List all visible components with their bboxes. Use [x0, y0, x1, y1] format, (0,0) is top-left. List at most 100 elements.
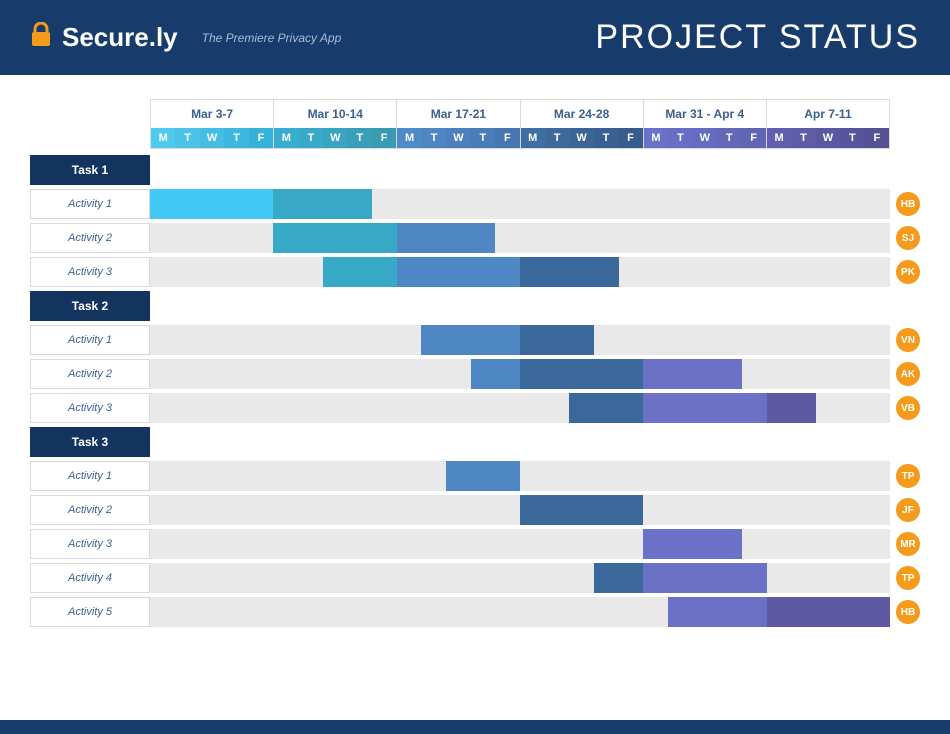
- owner-slot: HB: [896, 189, 920, 219]
- page-title: PROJECT STATUS: [595, 18, 920, 57]
- gantt-bar-segment: [273, 223, 396, 253]
- gantt-bar-segment: [397, 223, 496, 253]
- activity-row: Activity 3 MR: [30, 529, 920, 559]
- brand: Secure.ly The Premiere Privacy App: [30, 22, 341, 53]
- day-row: MTWTF: [767, 128, 889, 148]
- day-cell: F: [618, 128, 642, 148]
- owner-slot: HB: [896, 597, 920, 627]
- day-cell: M: [397, 128, 421, 148]
- lock-icon: [30, 22, 52, 53]
- owner-badge: AK: [896, 362, 920, 386]
- day-cell: M: [644, 128, 668, 148]
- gantt-bar-segment: [520, 359, 643, 389]
- day-cell: T: [594, 128, 618, 148]
- activity-row: Activity 1 VN: [30, 325, 920, 355]
- owner-slot: SJ: [896, 223, 920, 253]
- activity-label: Activity 3: [30, 257, 150, 287]
- week-label: Mar 17-21: [397, 100, 519, 128]
- week-column: Mar 31 - Apr 4MTWTF: [643, 99, 766, 149]
- owner-badge: VN: [896, 328, 920, 352]
- brand-name: Secure.ly: [62, 22, 178, 53]
- owner-badge: TP: [896, 566, 920, 590]
- day-cell: W: [200, 128, 224, 148]
- day-cell: M: [151, 128, 175, 148]
- day-cell: T: [668, 128, 692, 148]
- activity-row: Activity 1HB: [30, 189, 920, 219]
- owner-slot: AK: [896, 359, 920, 389]
- gantt-bar-segment: [767, 393, 816, 423]
- bar-track: [150, 461, 890, 491]
- week-label: Mar 3-7: [151, 100, 273, 128]
- bar-track: [150, 393, 890, 423]
- brand-name-b: .ly: [149, 22, 178, 53]
- gantt-bar-segment: [273, 189, 372, 219]
- gantt-bar-segment: [520, 325, 594, 355]
- week-label: Mar 31 - Apr 4: [644, 100, 766, 128]
- activity-row: Activity 3VB: [30, 393, 920, 423]
- gantt-chart: Mar 3-7MTWTFMar 10-14MTWTFMar 17-21MTWTF…: [0, 75, 950, 627]
- week-label: Apr 7-11: [767, 100, 889, 128]
- activity-row: Activity 2 AK: [30, 359, 920, 389]
- day-cell: M: [767, 128, 791, 148]
- brand-name-a: Secure: [62, 22, 149, 53]
- day-row: MTWTF: [397, 128, 519, 148]
- task-header-row: Task 2: [30, 291, 920, 321]
- day-cell: W: [816, 128, 840, 148]
- day-cell: T: [347, 128, 371, 148]
- owner-slot: TP: [896, 563, 920, 593]
- bar-track: [150, 257, 890, 287]
- owner-badge: HB: [896, 600, 920, 624]
- activity-label: Activity 2: [30, 359, 150, 389]
- gantt-bar-segment: [471, 359, 520, 389]
- task-label: Task 3: [30, 427, 150, 457]
- owner-slot: VN: [896, 325, 920, 355]
- gantt-bar-segment: [397, 257, 520, 287]
- activity-row: Activity 2SJ: [30, 223, 920, 253]
- owner-slot: VB: [896, 393, 920, 423]
- gantt-bar-segment: [643, 359, 742, 389]
- owner-badge: MR: [896, 532, 920, 556]
- bar-track: [150, 563, 890, 593]
- gantt-bar-segment: [594, 563, 643, 593]
- gantt-bar-segment: [520, 257, 619, 287]
- week-label: Mar 10-14: [274, 100, 396, 128]
- owner-badge: SJ: [896, 226, 920, 250]
- activity-row: Activity 1TP: [30, 461, 920, 491]
- day-cell: T: [299, 128, 323, 148]
- day-cell: F: [372, 128, 396, 148]
- day-cell: W: [323, 128, 347, 148]
- task-header-row: Task 3: [30, 427, 920, 457]
- owner-badge: PK: [896, 260, 920, 284]
- day-cell: T: [422, 128, 446, 148]
- activity-label: Activity 3: [30, 529, 150, 559]
- bar-track: [150, 155, 890, 185]
- bar-track: [150, 189, 890, 219]
- day-cell: F: [495, 128, 519, 148]
- week-column: Mar 24-28MTWTF: [520, 99, 643, 149]
- gantt-bar-segment: [520, 495, 643, 525]
- gantt-bar-segment: [767, 597, 890, 627]
- day-row: MTWTF: [151, 128, 273, 148]
- activity-label: Activity 1: [30, 325, 150, 355]
- activity-label: Activity 2: [30, 495, 150, 525]
- day-cell: M: [521, 128, 545, 148]
- day-cell: F: [249, 128, 273, 148]
- bar-track: [150, 223, 890, 253]
- task-label: Task 1: [30, 155, 150, 185]
- day-cell: T: [224, 128, 248, 148]
- day-cell: T: [840, 128, 864, 148]
- task-header-row: Task 1: [30, 155, 920, 185]
- activity-row: Activity 4TP: [30, 563, 920, 593]
- day-cell: T: [471, 128, 495, 148]
- owner-slot: [896, 427, 920, 457]
- header: Secure.ly The Premiere Privacy App PROJE…: [0, 0, 950, 75]
- bar-track: [150, 529, 890, 559]
- owner-slot: JF: [896, 495, 920, 525]
- day-cell: T: [717, 128, 741, 148]
- day-cell: W: [569, 128, 593, 148]
- owner-badge: TP: [896, 464, 920, 488]
- bar-track: [150, 359, 890, 389]
- day-row: MTWTF: [521, 128, 643, 148]
- bar-track: [150, 427, 890, 457]
- owner-badge: JF: [896, 498, 920, 522]
